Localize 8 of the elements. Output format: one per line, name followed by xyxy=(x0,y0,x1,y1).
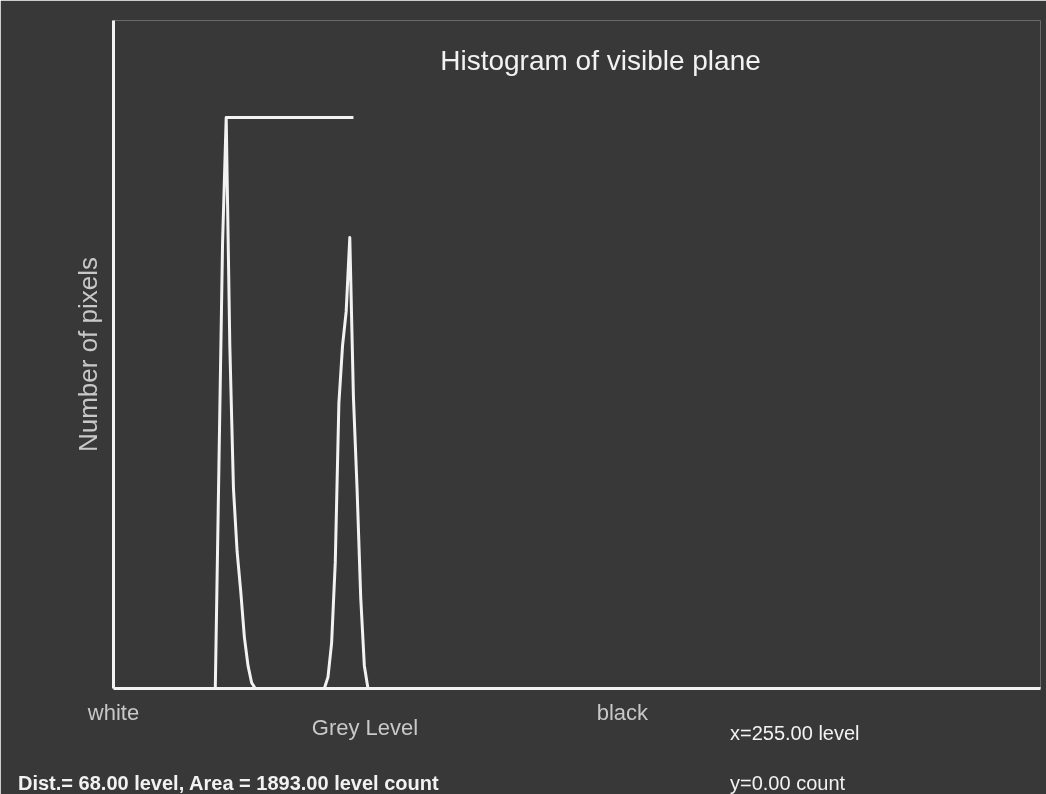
x-tick-label: black xyxy=(596,699,650,725)
text: Dist.= 68.00 level, Area = 1893.00 level count xyxy=(18,771,439,794)
x-tick-label: white xyxy=(86,699,140,725)
text: x=255.00 level xyxy=(730,721,860,746)
chart-title: Histogram of visible plane xyxy=(440,44,761,76)
x-axis-title: Grey Level xyxy=(311,714,419,742)
y-axis-title: Number of pixels xyxy=(72,256,103,453)
text: y=0.00 count xyxy=(730,771,846,794)
